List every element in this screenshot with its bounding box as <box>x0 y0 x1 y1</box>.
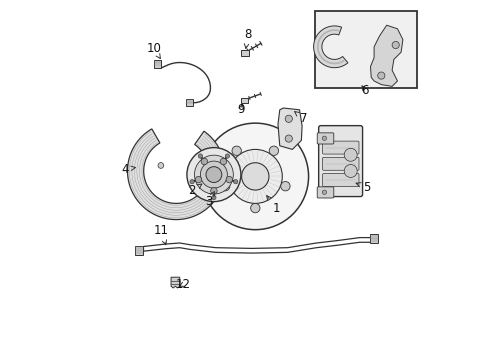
FancyBboxPatch shape <box>317 187 333 198</box>
Circle shape <box>195 176 202 183</box>
Circle shape <box>189 180 194 184</box>
Text: 3: 3 <box>204 192 214 208</box>
Bar <box>241 50 249 56</box>
Circle shape <box>241 163 268 190</box>
Circle shape <box>228 149 282 203</box>
Circle shape <box>202 123 308 230</box>
Circle shape <box>344 148 356 161</box>
FancyBboxPatch shape <box>322 141 358 154</box>
Circle shape <box>322 136 326 140</box>
Circle shape <box>322 190 326 194</box>
Polygon shape <box>370 25 402 86</box>
Text: 4: 4 <box>121 163 135 176</box>
Circle shape <box>186 148 241 202</box>
Text: 2: 2 <box>188 184 202 197</box>
Circle shape <box>231 146 241 156</box>
Text: 12: 12 <box>176 278 190 291</box>
Text: 1: 1 <box>266 195 280 215</box>
Circle shape <box>194 155 233 194</box>
Polygon shape <box>171 277 179 288</box>
Polygon shape <box>277 108 302 149</box>
FancyBboxPatch shape <box>318 126 362 197</box>
Text: 6: 6 <box>361 84 368 96</box>
Circle shape <box>233 180 237 184</box>
Circle shape <box>269 146 278 156</box>
Bar <box>241 98 248 103</box>
Circle shape <box>211 195 216 200</box>
Circle shape <box>205 167 222 183</box>
Circle shape <box>377 72 384 79</box>
Polygon shape <box>127 129 224 220</box>
Polygon shape <box>313 26 347 68</box>
FancyBboxPatch shape <box>317 133 333 144</box>
FancyBboxPatch shape <box>322 174 358 186</box>
Circle shape <box>391 41 399 49</box>
Text: 11: 11 <box>153 224 168 245</box>
Text: 8: 8 <box>244 28 251 48</box>
Circle shape <box>280 181 289 191</box>
Bar <box>134 246 142 255</box>
Circle shape <box>210 188 217 194</box>
Circle shape <box>201 158 207 165</box>
Text: 10: 10 <box>146 42 161 59</box>
Bar <box>369 234 377 243</box>
Circle shape <box>220 181 229 191</box>
Circle shape <box>198 154 202 158</box>
Bar <box>154 60 161 68</box>
FancyBboxPatch shape <box>322 157 358 170</box>
Circle shape <box>225 154 229 158</box>
Circle shape <box>250 203 260 213</box>
Circle shape <box>158 163 163 168</box>
Text: 7: 7 <box>294 112 307 125</box>
Bar <box>186 99 192 106</box>
Bar <box>314 11 416 88</box>
Circle shape <box>225 176 232 183</box>
Circle shape <box>285 135 292 142</box>
Text: 5: 5 <box>355 181 370 194</box>
Circle shape <box>344 165 356 177</box>
Text: 9: 9 <box>237 103 244 116</box>
Circle shape <box>200 161 227 188</box>
Circle shape <box>285 115 292 122</box>
Circle shape <box>220 158 226 165</box>
